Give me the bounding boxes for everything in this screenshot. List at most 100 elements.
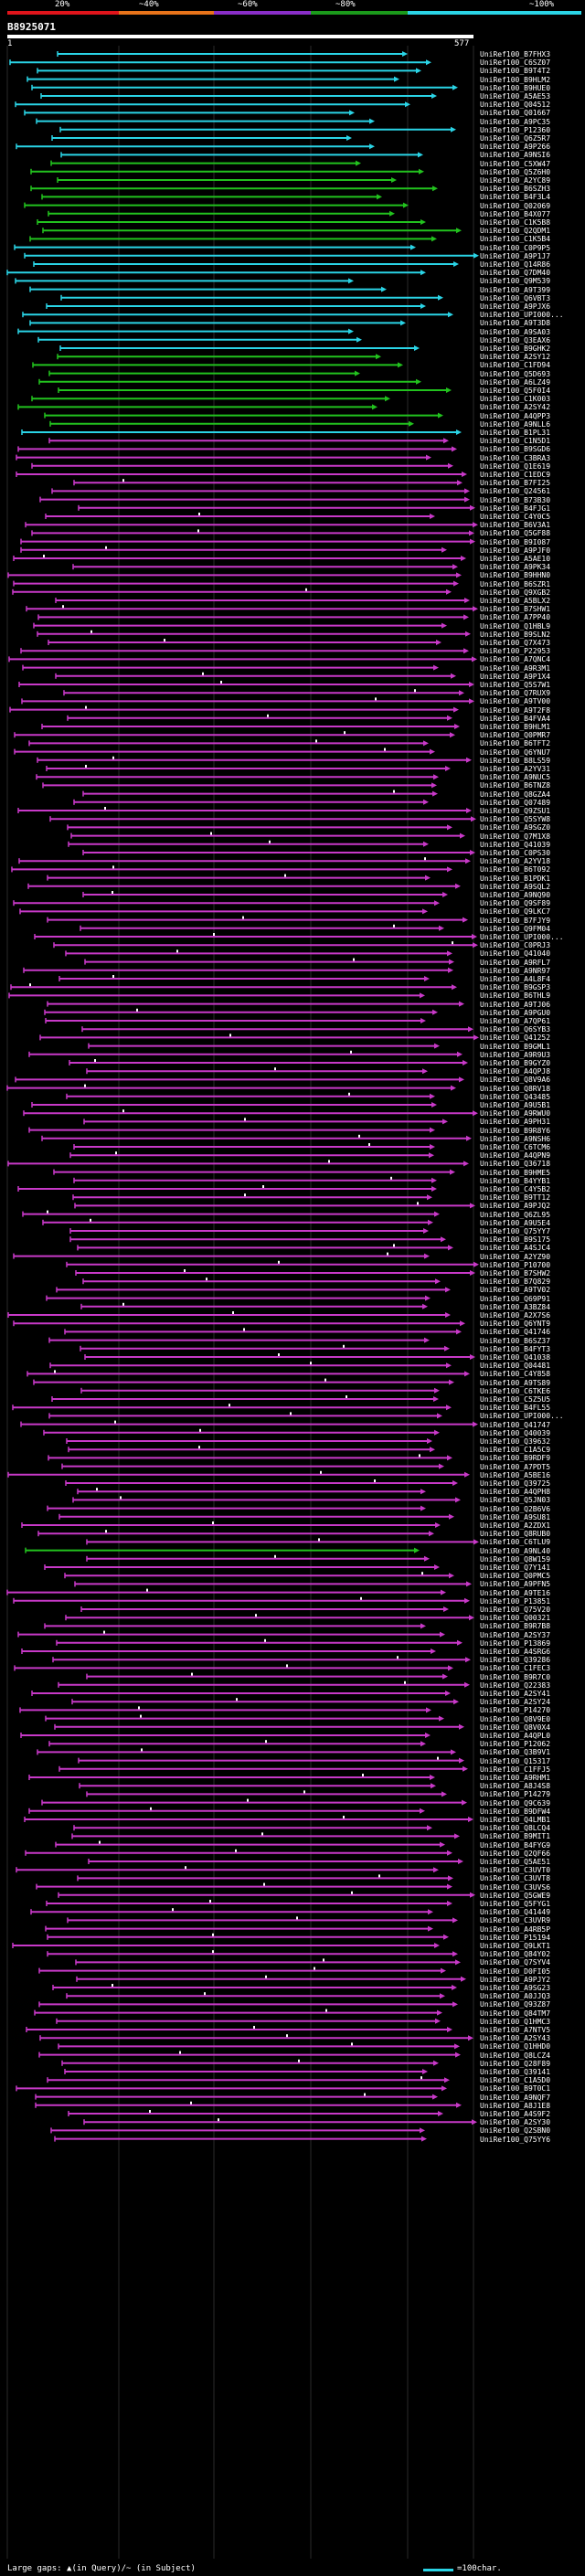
hit-label[interactable]: UniRef100_C3UVR9 xyxy=(480,1916,551,1925)
hit-label[interactable]: UniRef100_P10700 xyxy=(480,1260,551,1269)
hit-label[interactable]: UniRef100_B4YYB1 xyxy=(480,1176,551,1185)
hit-label[interactable]: UniRef100_B4FYG9 xyxy=(480,1840,551,1850)
hit-label[interactable]: UniRef100_B9I087 xyxy=(480,537,551,546)
hit-label[interactable]: UniRef100_A9R9U3 xyxy=(480,1050,551,1059)
hit-label[interactable]: UniRef100_A8J1E8 xyxy=(480,2101,551,2110)
hit-label[interactable]: UniRef100_A9SA03 xyxy=(480,327,551,336)
hit-label[interactable]: UniRef100_Q69P91 xyxy=(480,1294,551,1303)
hit-label[interactable]: UniRef100_Q1HMC3 xyxy=(480,2017,551,2026)
hit-label[interactable]: UniRef100_A6LZ49 xyxy=(480,377,551,387)
hit-label[interactable]: UniRef100_A3BZ84 xyxy=(480,1302,551,1311)
hit-label[interactable]: UniRef100_Q5JN03 xyxy=(480,1496,551,1505)
hit-label[interactable]: UniRef100_Q39286 xyxy=(480,1656,551,1665)
hit-label[interactable]: UniRef100_P12360 xyxy=(480,125,551,134)
hit-label[interactable]: UniRef100_B9SLN2 xyxy=(480,630,551,639)
hit-label[interactable]: UniRef100_Q9C639 xyxy=(480,1798,551,1807)
hit-label[interactable]: UniRef100_A2SY24 xyxy=(480,1698,551,1707)
hit-label[interactable]: UniRef100_Q43485 xyxy=(480,1092,551,1101)
hit-label[interactable]: UniRef100_A2ZDX1 xyxy=(480,1521,551,1530)
hit-label[interactable]: UniRef100_Q1HHD0 xyxy=(480,2042,551,2051)
hit-label[interactable]: UniRef100_A2YZ90 xyxy=(480,1252,551,1261)
hit-label[interactable]: UniRef100_Q4LMB1 xyxy=(480,1816,551,1824)
hit-label[interactable]: UniRef100_Q39632 xyxy=(480,1437,551,1446)
hit-label[interactable]: UniRef100_C1FD94 xyxy=(480,361,551,370)
hit-label[interactable]: UniRef100_Q36718 xyxy=(480,1160,551,1169)
hit-label[interactable]: UniRef100_Q5D693 xyxy=(480,369,551,378)
hit-label[interactable]: UniRef100_A9U5B1 xyxy=(480,1101,551,1109)
hit-label[interactable]: UniRef100_Q7RUX9 xyxy=(480,689,551,698)
hit-label[interactable]: UniRef100_Q2B6V6 xyxy=(480,1504,551,1513)
hit-label[interactable]: UniRef100_Q39725 xyxy=(480,1479,551,1488)
hit-label[interactable]: UniRef100_A5AE53 xyxy=(480,92,551,101)
hit-label[interactable]: UniRef100_A9TV00 xyxy=(480,697,551,706)
hit-label[interactable]: UniRef100_Q22383 xyxy=(480,1680,551,1690)
hit-label[interactable]: UniRef100_B1PDK1 xyxy=(480,874,551,883)
hit-label[interactable]: UniRef100_B9T0C1 xyxy=(480,2084,551,2094)
hit-label[interactable]: UniRef100_B9MIT1 xyxy=(480,1832,551,1841)
hit-label[interactable]: UniRef100_A7QP61 xyxy=(480,1017,551,1025)
hit-label[interactable]: UniRef100_A8J4S8 xyxy=(480,1782,551,1791)
hit-label[interactable]: UniRef100_B9HHN0 xyxy=(480,571,551,580)
hit-label[interactable]: UniRef100_A0JJQ3 xyxy=(480,1992,551,2001)
hit-label[interactable]: UniRef100_Q02069 xyxy=(480,201,551,210)
hit-label[interactable]: UniRef100_Q8RV18 xyxy=(480,1084,551,1093)
hit-label[interactable]: UniRef100_Q40039 xyxy=(480,1428,551,1437)
hit-label[interactable]: UniRef100_Q5F0I4 xyxy=(480,387,551,395)
hit-label[interactable]: UniRef100_Q5GF88 xyxy=(480,529,551,538)
hit-label[interactable]: UniRef100_B7FI25 xyxy=(480,479,551,488)
hit-label[interactable]: UniRef100_A9NLL6 xyxy=(480,419,551,429)
hit-label[interactable]: UniRef100_A4RB5P xyxy=(480,1924,551,1934)
hit-label[interactable]: UniRef100_Q7Y141 xyxy=(480,1564,551,1572)
hit-label[interactable]: UniRef100_B4X077 xyxy=(480,209,551,218)
hit-label[interactable]: UniRef100_B8LS59 xyxy=(480,756,551,765)
hit-label[interactable]: UniRef100_B9HLM1 xyxy=(480,723,551,731)
hit-label[interactable]: UniRef100_A7PDT5 xyxy=(480,1462,551,1471)
hit-label[interactable]: UniRef100_Q6ZL95 xyxy=(480,1210,551,1219)
hit-label[interactable]: UniRef100_Q7SYV4 xyxy=(480,1958,551,1967)
hit-label[interactable]: UniRef100_A9PGU0 xyxy=(480,1008,551,1017)
hit-label[interactable]: UniRef100_A9NQ90 xyxy=(480,891,551,899)
hit-label[interactable]: UniRef100_B9R8Y6 xyxy=(480,1126,551,1135)
hit-label[interactable]: UniRef100_C6TCM6 xyxy=(480,1143,551,1151)
hit-label[interactable]: UniRef100_C1K5B4 xyxy=(480,235,551,244)
hit-label[interactable]: UniRef100_A9P266 xyxy=(480,143,551,152)
hit-label[interactable]: UniRef100_Q04481 xyxy=(480,1362,551,1371)
hit-label[interactable]: UniRef100_A7NTV5 xyxy=(480,2026,551,2034)
hit-label[interactable]: UniRef100_C4Y5B2 xyxy=(480,1185,551,1193)
hit-label[interactable]: UniRef100_A9NUC5 xyxy=(480,773,551,782)
hit-label[interactable]: UniRef100_Q75V20 xyxy=(480,1606,551,1614)
hit-label[interactable]: UniRef100_Q3B9V1 xyxy=(480,1748,551,1757)
hit-label[interactable]: UniRef100_A9P1X4 xyxy=(480,672,551,681)
hit-label[interactable]: UniRef100_B9GML1 xyxy=(480,1042,551,1051)
hit-label[interactable]: UniRef100_A2SY30 xyxy=(480,2118,551,2127)
hit-label[interactable]: UniRef100_Q9FM04 xyxy=(480,924,551,933)
hit-label[interactable]: UniRef100_P14279 xyxy=(480,1790,551,1799)
hit-label[interactable]: UniRef100_Q1E619 xyxy=(480,461,551,471)
hit-label[interactable]: UniRef100_A9PJY2 xyxy=(480,1975,551,1984)
hit-label[interactable]: UniRef100_A9T2F8 xyxy=(480,705,551,715)
hit-label[interactable]: UniRef100_A9PK34 xyxy=(480,563,551,572)
hit-label[interactable]: UniRef100_A2SY37 xyxy=(480,1630,551,1639)
hit-label[interactable]: UniRef100_Q5AE51 xyxy=(480,1858,551,1866)
hit-label[interactable]: UniRef100_A9RFL7 xyxy=(480,958,551,967)
hit-label[interactable]: UniRef100_C0PRJ3 xyxy=(480,941,551,950)
hit-label[interactable]: UniRef100_Q6YNT9 xyxy=(480,1320,551,1329)
hit-label[interactable]: UniRef100_C3UVT8 xyxy=(480,1874,551,1883)
hit-label[interactable]: UniRef100_B9GSP3 xyxy=(480,983,551,992)
hit-label[interactable]: UniRef100_C1FEC3 xyxy=(480,1664,551,1673)
hit-label[interactable]: UniRef100_A9PJX6 xyxy=(480,302,551,311)
hit-label[interactable]: UniRef100_Q41040 xyxy=(480,949,551,959)
hit-label[interactable]: UniRef100_A9TJ06 xyxy=(480,1000,551,1009)
hit-label[interactable]: UniRef100_B9HLM2 xyxy=(480,75,551,84)
hit-label[interactable]: UniRef100_B6TFT2 xyxy=(480,739,551,748)
hit-label[interactable]: UniRef100_P14270 xyxy=(480,1706,551,1715)
hit-label[interactable]: UniRef100_Q0PMR7 xyxy=(480,731,551,740)
hit-label[interactable]: UniRef100_A9TV02 xyxy=(480,1286,551,1295)
hit-label[interactable]: UniRef100_Q14R86 xyxy=(480,260,551,269)
hit-label[interactable]: UniRef100_A4QPP3 xyxy=(480,411,551,420)
hit-label[interactable]: UniRef100_Q04512 xyxy=(480,101,551,110)
hit-label[interactable]: UniRef100_Q28F89 xyxy=(480,2059,551,2068)
hit-label[interactable]: UniRef100_Q5SYW8 xyxy=(480,815,551,824)
hit-label[interactable]: UniRef100_Q15317 xyxy=(480,1756,551,1765)
hit-label[interactable]: UniRef100_A2SY43 xyxy=(480,2034,551,2043)
